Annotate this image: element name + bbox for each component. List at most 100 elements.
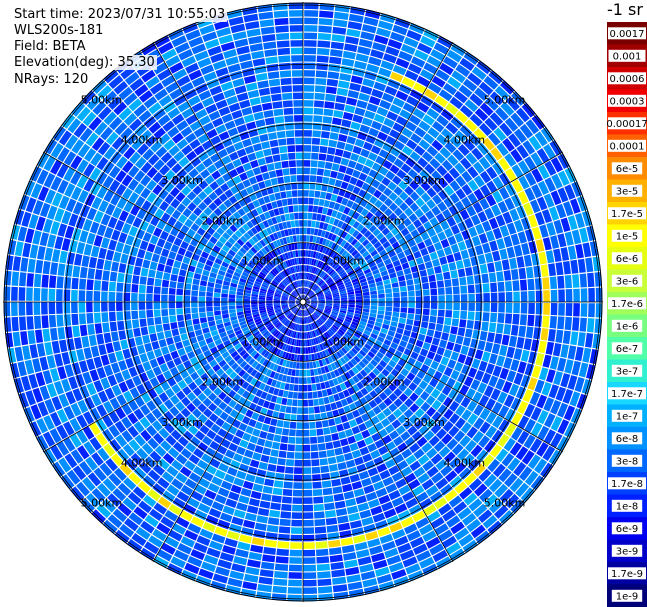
radar-cell [178,49,193,61]
radar-cell [218,359,227,368]
radar-cell [215,278,223,285]
radar-cell [516,107,530,123]
radar-cell [11,271,20,286]
radar-cell [462,78,478,92]
radar-cell [131,284,139,293]
radar-cell [325,93,336,102]
radar-cell [520,302,528,314]
colorbar-tick-label: 6e-8 [616,434,639,445]
radar-cell [331,210,338,218]
radar-cell [266,432,275,441]
radar-cell [420,181,431,192]
radar-cell [283,309,290,313]
radar-cell [298,377,303,384]
radar-cell [242,179,251,188]
radar-cell [183,307,191,314]
radar-cell [232,158,242,168]
radar-cell [314,406,320,414]
radar-cell [308,281,312,288]
radar-cell [178,327,187,335]
radar-cell [200,64,215,75]
radar-cell [323,287,330,292]
radar-cell [290,283,295,290]
radar-cell [310,444,318,452]
radar-cell [550,190,562,206]
radar-cell [206,354,215,363]
radar-cell [474,349,484,360]
radar-cell [455,175,467,188]
radar-cell [312,481,322,489]
radar-cell [275,291,282,295]
radar-cell [183,289,191,296]
radar-cell [252,313,260,318]
radar-cell [406,279,414,286]
radar-cell [524,172,537,186]
radar-cell [332,292,340,296]
radar-cell [303,392,308,399]
radar-cell [254,371,262,380]
radar-cell [32,358,42,373]
radar-cell [347,581,363,591]
radar-cell [354,432,364,442]
radar-cell [225,367,234,376]
radar-cell [108,75,124,89]
radar-cell [418,120,431,132]
radar-cell [303,549,316,557]
radar-cell [50,368,60,382]
radar-cell [267,218,274,226]
radar-cell [369,215,378,224]
radar-cell [304,287,306,295]
radar-cell [400,163,412,174]
radar-cell [354,107,366,117]
radar-cell [258,250,265,257]
radar-cell [164,265,173,274]
radar-cell [467,179,479,192]
radar-cell [429,217,439,227]
radar-cell [528,302,535,315]
radar-cell [114,122,128,136]
radar-cell [445,122,459,135]
radar-cell [384,85,398,96]
radar-cell [168,302,176,309]
radar-cell [214,338,223,346]
radar-cell [248,498,260,507]
radar-cell [183,360,192,369]
radar-cell [244,145,255,155]
radar-cell [349,520,363,529]
radar-cell [232,275,240,281]
radar-cell [258,306,266,309]
radar-cell [180,82,194,94]
radar-cell [286,312,292,318]
radar-cell [93,302,101,313]
radar-cell [319,253,325,261]
radar-cell [209,272,217,279]
radar-cell [325,510,336,518]
radar-cell [331,288,339,293]
radar-cell [276,548,289,556]
radar-cell [577,332,586,347]
radar-cell [312,251,317,259]
radar-cell [76,414,88,429]
radar-cell [320,283,327,289]
radar-cell [137,248,146,259]
radar-cell [352,169,361,179]
radar-cell [109,165,121,179]
radar-cell [291,292,298,297]
radar-cell [292,399,298,407]
radar-cell [516,256,525,268]
radar-cell [359,509,372,519]
radar-cell [300,287,302,295]
radar-cell [72,325,81,338]
radar-cell [343,174,352,183]
radar-cell [258,324,265,331]
radar-cell [495,214,506,227]
radar-cell [517,231,527,244]
radar-cell [582,347,592,363]
radar-cell [124,71,140,86]
radar-cell [222,313,230,319]
radar-cell [280,191,287,199]
radar-cell [315,251,319,259]
radar-cell [303,160,311,167]
radar-cell [270,283,277,288]
